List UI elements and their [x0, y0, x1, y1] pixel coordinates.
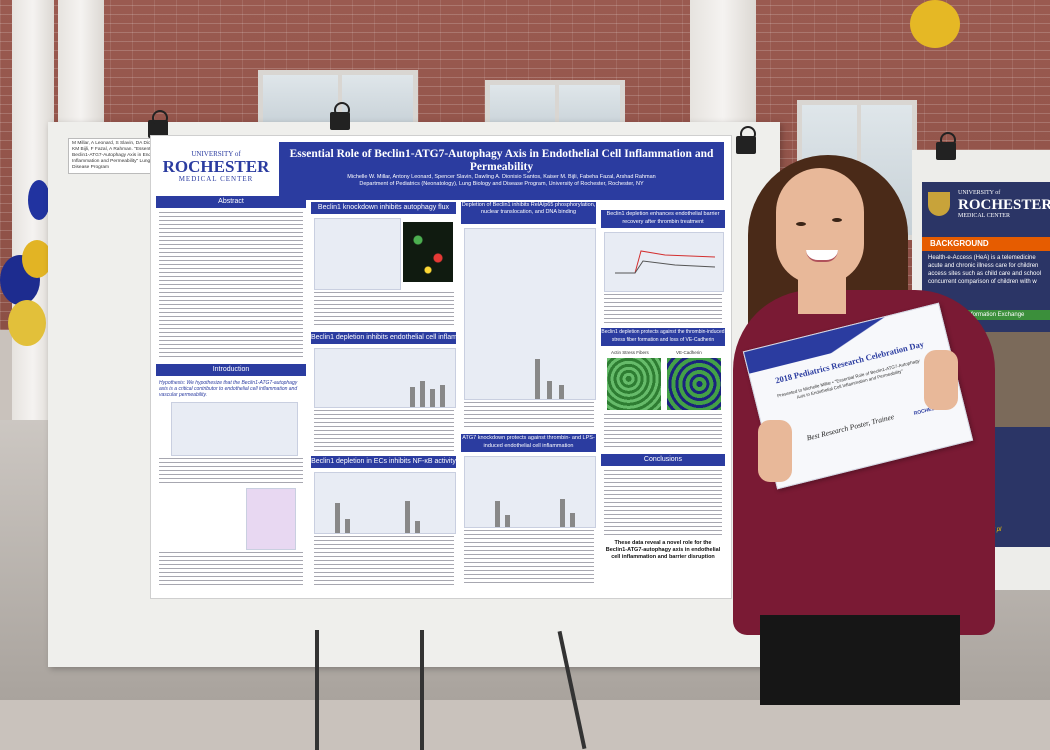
figure-caption — [604, 414, 722, 450]
logo-line: MEDICAL CENTER — [178, 175, 254, 183]
resistance-curves — [615, 250, 716, 274]
section-heading: Depletion of Beclin1 inhibits RelA/p65 p… — [461, 202, 596, 224]
conclusions-text — [604, 470, 722, 536]
poster-authors: Michelle W. Millar, Antony Leonard, Spen… — [347, 174, 656, 180]
bar — [559, 385, 564, 399]
background-text: Health-e-Access (HeA) is a telemedicine … — [928, 255, 1042, 285]
logo-line: ROCHESTER — [162, 157, 270, 176]
eye-icon — [832, 218, 842, 222]
intro-text — [159, 458, 303, 486]
figure-caption — [604, 294, 722, 324]
binder-clip-icon — [330, 102, 350, 130]
blue-balloon — [28, 180, 50, 220]
binder-clip-icon — [936, 132, 956, 160]
bar — [547, 381, 552, 399]
autophagy-diagram — [246, 488, 296, 550]
bar — [570, 513, 575, 527]
logo-line: MEDICAL CENTER — [958, 213, 1010, 219]
poster-affiliation: Department of Pediatrics (Neonatology), … — [359, 181, 644, 187]
western-blot-figure — [314, 218, 401, 290]
bar — [335, 503, 340, 533]
section-heading: Beclin1 depletion protects against the t… — [601, 328, 725, 346]
bar — [495, 501, 500, 527]
section-heading: Beclin1 depletion inhibits endothelial c… — [311, 332, 456, 344]
bar — [410, 387, 415, 407]
bar — [430, 389, 435, 407]
poster-title: Essential Role of Beclin1-ATG7-Autophagy… — [289, 148, 714, 173]
hypothesis-text: Hypothesis: We hypothesize that the Becl… — [159, 380, 298, 398]
section-heading: Beclin1 depletion in ECs inhibits NF-κB … — [311, 456, 456, 468]
figure-caption — [464, 530, 594, 586]
university-crest-icon — [928, 192, 950, 216]
bar — [415, 521, 420, 533]
ve-cadherin-images — [667, 358, 721, 410]
background-heading: BACKGROUND — [922, 237, 1050, 251]
right-hand — [924, 350, 958, 410]
gold-balloon — [22, 240, 52, 278]
microscopy-label: Actin Stress Fibers — [611, 350, 649, 355]
nfkb-bar-figure — [314, 472, 456, 534]
bar — [505, 515, 510, 527]
eye-icon — [796, 222, 806, 226]
logo-line: UNIVERSITY of — [191, 150, 241, 158]
bar — [405, 501, 410, 533]
abstract-text — [159, 212, 303, 360]
bar — [420, 381, 425, 407]
smile — [806, 250, 838, 262]
conclusion-highlight: These data reveal a novel role for the B… — [605, 540, 721, 560]
left-hand — [758, 420, 792, 482]
intro-bullets — [159, 552, 303, 588]
rochester-logo: UNIVERSITY of ROCHESTER MEDICAL CENTER — [157, 150, 275, 183]
easel-leg — [315, 630, 319, 750]
figure-caption — [314, 410, 454, 452]
blot-bar-figure — [314, 348, 456, 408]
face — [776, 168, 864, 284]
bar — [440, 385, 445, 407]
logo-line: UNIVERSITY of — [958, 190, 1001, 196]
section-heading: Beclin1 knockdown inhibits autophagy flu… — [311, 202, 456, 214]
figure-caption — [464, 402, 594, 430]
binder-clip-icon — [736, 126, 756, 154]
bar — [560, 499, 565, 527]
poster-info-text: M Millar, A Leonard, S Slavin, DA Dionis… — [72, 141, 179, 170]
figure-caption — [314, 292, 454, 328]
gold-balloon — [8, 300, 46, 346]
fluorescence-image — [403, 222, 453, 282]
binder-clip-icon — [148, 110, 168, 138]
gold-balloon — [910, 0, 960, 48]
section-heading-abstract: Abstract — [156, 196, 306, 208]
certificate-award: Best Research Poster, Trainee — [805, 412, 895, 443]
phospho-blot-figure — [464, 228, 596, 400]
info-exchange-heading: Information Exchange — [962, 310, 1050, 320]
section-heading: ATG7 knockdown protects against thrombin… — [461, 434, 596, 452]
adjacent-poster-logo: UNIVERSITY of ROCHESTER MEDICAL CENTER — [922, 182, 1050, 220]
bar — [345, 519, 350, 533]
bar — [535, 359, 540, 399]
section-heading: Beclin1 depletion enhances endothelial b… — [601, 210, 725, 228]
section-heading-conclusions: Conclusions — [601, 454, 725, 466]
pathway-diagram — [171, 402, 298, 456]
black-pants — [760, 615, 960, 705]
section-heading-introduction: Introduction — [156, 364, 306, 376]
research-poster: UNIVERSITY of ROCHESTER MEDICAL CENTER E… — [150, 135, 732, 599]
figure-caption — [314, 536, 454, 586]
easel-leg — [420, 630, 424, 750]
microscopy-label: VE-Cadherin — [676, 350, 702, 355]
poster-header: Essential Role of Beclin1-ATG7-Autophagy… — [279, 142, 724, 200]
logo-line: ROCHESTER — [958, 197, 1050, 213]
stress-fiber-images — [607, 358, 661, 410]
resistance-line-chart — [604, 232, 724, 292]
atg7-bar-figure — [464, 456, 596, 528]
